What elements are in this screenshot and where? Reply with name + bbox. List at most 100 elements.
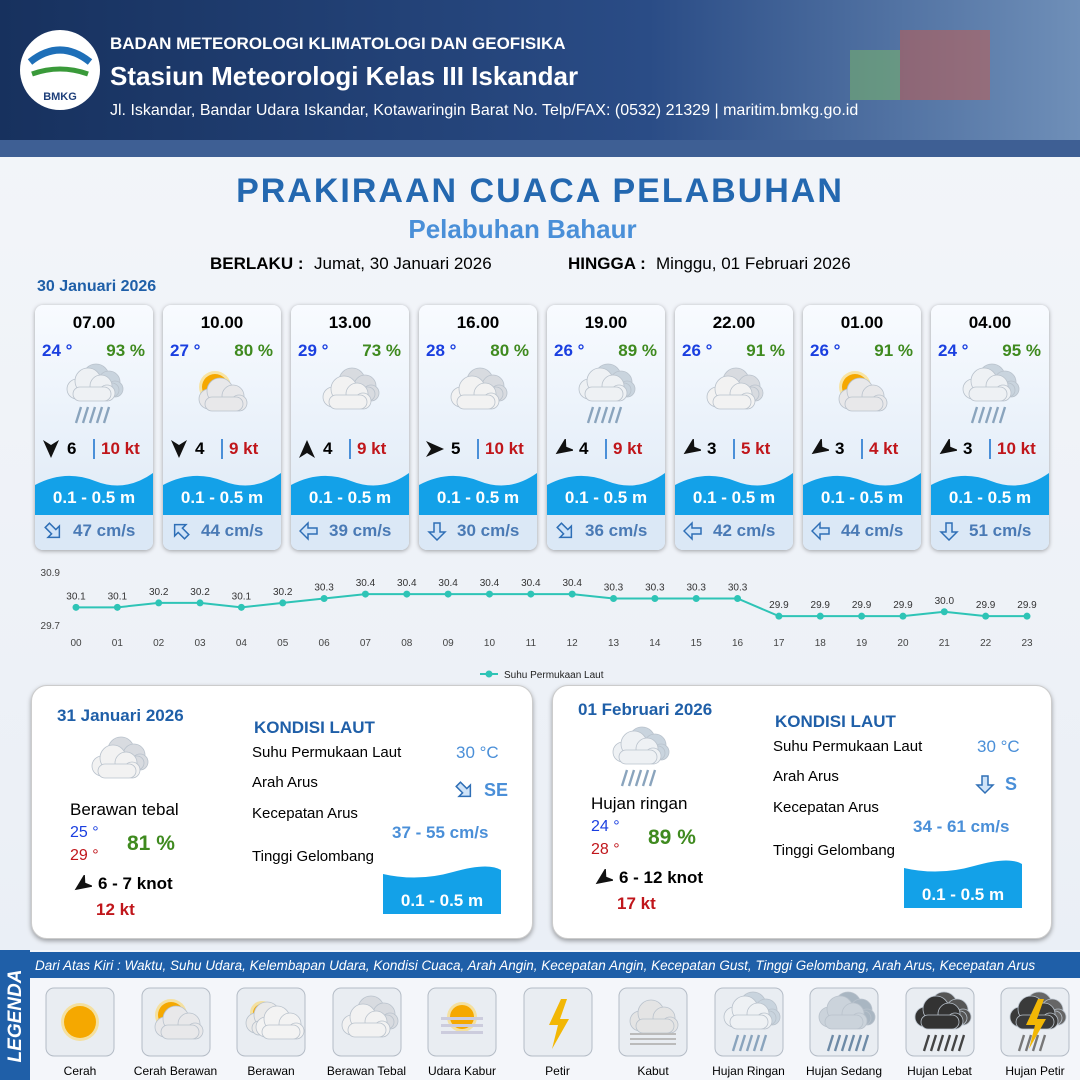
- value-label: 30.3: [314, 583, 334, 594]
- point: [734, 595, 742, 602]
- value-label: 30.2: [149, 587, 169, 598]
- dir-label: Arah Arus: [773, 768, 839, 785]
- point: [982, 612, 990, 620]
- wave-label: Tinggi Gelombang: [252, 848, 375, 865]
- value-label: 29.9: [976, 600, 996, 611]
- point: [485, 590, 493, 598]
- icon: [675, 473, 793, 515]
- wave-band: [547, 473, 665, 515]
- forecast-card: 16.00 28 ° 80 % 5 10 kt 0.1 - 0.5 m 30 cm/s: [419, 305, 537, 550]
- current-arrow: [427, 522, 447, 541]
- time: 13.00: [328, 313, 372, 332]
- cloud-part: [160, 1024, 199, 1040]
- wind-arrow: [939, 439, 957, 455]
- icon: [322, 367, 380, 410]
- current-speed: 39 cm/s: [329, 521, 392, 540]
- cloud-part: [729, 1014, 768, 1030]
- value-label: 30.3: [604, 583, 624, 594]
- point: [403, 590, 411, 598]
- point: [279, 599, 287, 607]
- wave-height: 0.1 - 0.5 m: [52, 488, 136, 507]
- humidity: 89 %: [618, 341, 657, 360]
- icon: [141, 987, 210, 1057]
- wind-arrow: [426, 441, 444, 457]
- legend-strip: [0, 950, 30, 1080]
- legend-description: Dari Atas Kiri : Waktu, Suhu Udara, Kele…: [35, 958, 1036, 973]
- x-tick-label: 13: [608, 638, 620, 649]
- value-label: 30.4: [480, 578, 500, 589]
- time: 10.00: [200, 313, 244, 332]
- wave-height: 0.1 - 0.5 m: [180, 488, 264, 507]
- x-tick-label: 08: [401, 638, 413, 649]
- icon: [91, 736, 149, 779]
- point: [651, 595, 659, 602]
- point: [72, 603, 80, 611]
- cloud-part: [712, 394, 752, 410]
- rain: [861, 1034, 870, 1052]
- value-label: 30.3: [728, 583, 748, 594]
- x-tick-label: 04: [236, 638, 248, 649]
- sst: 30 °C: [977, 737, 1020, 756]
- to-label: HINGGA :: [568, 254, 646, 273]
- icon: [683, 521, 702, 541]
- wind-speed: 6: [67, 439, 77, 458]
- rain: [620, 769, 629, 787]
- temp: 24 °: [938, 341, 969, 360]
- rain: [593, 406, 602, 424]
- time: 16.00: [456, 313, 500, 332]
- point: [940, 608, 948, 616]
- value-label: 30.2: [273, 587, 293, 598]
- wave-band: [931, 473, 1049, 515]
- humidity: 81 %: [127, 832, 175, 855]
- value-label: 30.0: [935, 596, 955, 607]
- wind: 6 - 12 knot: [619, 868, 704, 887]
- time: 04.00: [968, 313, 1012, 332]
- bolt: [1026, 999, 1046, 1049]
- cloud-part: [204, 396, 244, 412]
- legend-item: Berawan Tebal: [326, 1064, 407, 1078]
- cloud: [629, 999, 679, 1034]
- humidity: 91 %: [874, 341, 913, 360]
- wave-height: 0.1 - 0.5 m: [308, 488, 392, 507]
- wind-speed: 4: [195, 439, 205, 458]
- dir: SE: [484, 780, 509, 800]
- line: [76, 593, 1027, 618]
- x-tick-label: 06: [319, 638, 331, 649]
- x-tick-label: 11: [526, 638, 537, 649]
- current-speed: 44 cm/s: [841, 521, 904, 540]
- rain: [1031, 1034, 1040, 1052]
- cloud: [914, 995, 963, 1030]
- wind-speed: 3: [707, 439, 717, 458]
- humidity: 80 %: [490, 341, 529, 360]
- from-label: BERLAKU :: [210, 254, 304, 273]
- rain: [1024, 1034, 1033, 1052]
- value-label: 30.1: [108, 591, 128, 602]
- panel: 31 Januari 2026 Berawan tebal 25 ° 29 ° 81 %…: [31, 685, 533, 939]
- y-tick-label: 30.9: [41, 568, 61, 579]
- gust: 9 kt: [349, 439, 386, 459]
- rain: [840, 1034, 849, 1052]
- gust: 5 kt: [733, 439, 770, 459]
- wave-band: [904, 860, 1022, 908]
- value-label: 29.9: [893, 600, 913, 611]
- current-arrow: [44, 522, 61, 539]
- time: 01.00: [840, 313, 884, 332]
- icon: [299, 521, 318, 541]
- icon: [35, 473, 153, 515]
- icon: [74, 875, 92, 891]
- legend-item: Cerah: [63, 1064, 97, 1078]
- wind-speed: 4: [579, 439, 589, 458]
- logo-text: BMKG: [43, 91, 77, 103]
- icon: [547, 473, 665, 515]
- cloud-part: [347, 1022, 386, 1038]
- wind-arrow: [299, 440, 315, 458]
- wave-height: 0.1 - 0.5 m: [692, 488, 776, 507]
- rain: [833, 1034, 842, 1052]
- rain: [854, 1034, 863, 1052]
- panel-date: 01 Februari 2026: [578, 700, 713, 719]
- forecast-card: 04.00 24 ° 95 % 3 10 kt 0.1 - 0.5 m 51 cm/s: [931, 305, 1049, 550]
- rain: [74, 406, 83, 424]
- rain: [102, 406, 111, 424]
- rain: [943, 1034, 951, 1052]
